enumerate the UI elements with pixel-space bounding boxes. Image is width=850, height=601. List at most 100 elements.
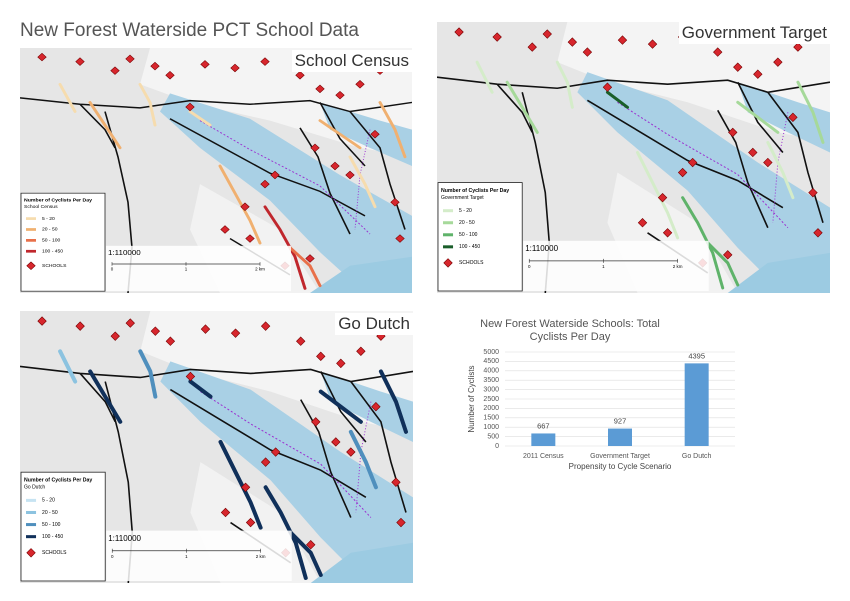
cycle-route xyxy=(58,349,78,384)
school xyxy=(75,57,85,66)
school xyxy=(335,90,345,100)
school xyxy=(260,57,270,66)
school xyxy=(331,437,341,447)
scale-label: 0 xyxy=(528,264,531,269)
legend-label: 5 - 20 xyxy=(42,216,55,222)
legend-label: 20 - 50 xyxy=(42,510,58,516)
cycle-route xyxy=(378,101,407,159)
school xyxy=(260,179,270,189)
map-panel: Number of Cyclists Per Day School Census 5… xyxy=(20,48,412,293)
school xyxy=(220,507,231,518)
school xyxy=(396,517,406,528)
data-label: 667 xyxy=(537,421,550,430)
road xyxy=(350,381,407,513)
cycle-route xyxy=(378,369,408,434)
legend-label: 100 - 450 xyxy=(42,249,63,255)
school xyxy=(753,69,763,79)
school xyxy=(240,202,250,212)
chart-title: New Forest Waterside Schools: Total Cycl… xyxy=(480,318,660,343)
scale-label: 0 xyxy=(111,554,114,559)
y-tick-label: 1500 xyxy=(483,415,499,422)
school xyxy=(391,477,401,487)
water xyxy=(320,102,412,166)
school xyxy=(723,250,733,260)
cycle-route xyxy=(605,90,629,109)
school xyxy=(346,447,356,457)
legend-subtitle: School Census xyxy=(24,204,58,210)
legend-title: Number of Cyclists Per Day xyxy=(24,198,92,204)
cycle-route xyxy=(188,379,213,399)
legend-box xyxy=(437,182,523,292)
cycle-route xyxy=(288,530,323,577)
cycle-route xyxy=(796,80,825,144)
legend-subtitle: Go Dutch xyxy=(24,485,45,491)
school xyxy=(662,228,673,238)
school xyxy=(330,161,340,171)
school xyxy=(728,127,738,138)
x-tick-label: Government Target xyxy=(590,453,650,460)
road xyxy=(717,109,769,229)
legend-box xyxy=(20,192,106,292)
cycle-route xyxy=(555,60,574,109)
legend-title: Number of Cyclists Per Day xyxy=(441,188,509,194)
school xyxy=(240,482,251,492)
school xyxy=(150,61,160,71)
cycle-route xyxy=(58,82,77,113)
y-tick-label: 4500 xyxy=(483,358,499,365)
cycle-route xyxy=(318,119,362,150)
road xyxy=(169,388,367,499)
school xyxy=(793,42,803,52)
scale-box xyxy=(523,240,709,291)
school xyxy=(763,157,773,168)
cycle-route xyxy=(766,140,795,200)
school xyxy=(371,402,381,412)
school xyxy=(245,234,255,243)
road xyxy=(299,127,351,235)
school xyxy=(296,336,306,346)
school xyxy=(356,346,366,356)
y-tick-label: 2500 xyxy=(483,396,499,403)
school xyxy=(748,147,758,158)
cycle-route xyxy=(681,196,725,290)
y-tick-label: 3000 xyxy=(483,386,499,393)
water xyxy=(160,361,413,583)
school xyxy=(527,42,537,52)
school xyxy=(245,517,256,528)
school xyxy=(37,316,47,326)
water xyxy=(737,82,830,153)
water xyxy=(727,252,830,293)
school xyxy=(733,62,743,72)
cycle-route xyxy=(138,82,157,127)
water xyxy=(310,256,412,293)
scale-label: 2 km xyxy=(256,554,266,559)
legend-school xyxy=(26,548,36,558)
school xyxy=(230,328,241,338)
school xyxy=(492,32,502,42)
x-axis-label: Propensity to Cycle Scenario xyxy=(569,462,672,471)
chart: 0 500 1000 1500 2000 2500 3000 3500 4000 4500 5000… xyxy=(467,349,735,471)
school xyxy=(311,417,321,427)
school xyxy=(542,29,552,39)
legend-label: SCHOOLS xyxy=(459,260,484,266)
cycle-route xyxy=(348,155,377,209)
school xyxy=(657,192,668,203)
y-tick-label: 0 xyxy=(495,443,499,450)
cycle-route xyxy=(348,429,378,490)
school xyxy=(165,336,176,346)
railway xyxy=(199,120,371,235)
map-scale: 1:110000 xyxy=(525,244,558,253)
y-tick-label: 1000 xyxy=(483,424,499,431)
school xyxy=(647,39,658,49)
bar xyxy=(531,433,556,446)
cycle-route xyxy=(138,349,158,399)
railway xyxy=(200,391,372,518)
road xyxy=(320,371,367,443)
cycle-route xyxy=(475,60,494,94)
cycle-route xyxy=(288,246,322,288)
school xyxy=(713,47,723,57)
water xyxy=(320,371,413,442)
school xyxy=(310,143,320,153)
